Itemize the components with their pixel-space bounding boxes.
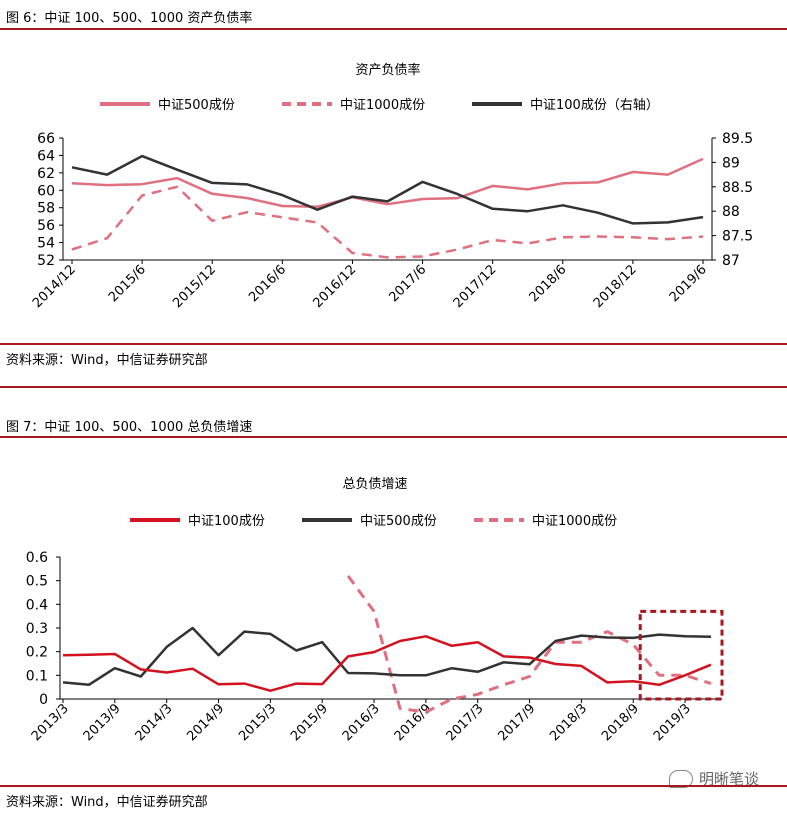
x-tick-label: 2019/3	[651, 701, 694, 744]
y-tick-label-left: 56	[37, 218, 55, 234]
x-tick-label: 2015/9	[288, 701, 331, 744]
x-tick-label: 2018/12	[591, 262, 640, 311]
legend-label-0: 中证100成份	[188, 514, 265, 529]
figure-6-bottom-rule	[0, 343, 787, 345]
series-line-zz500	[71, 157, 704, 209]
x-tick-label: 2018/9	[599, 701, 642, 744]
x-tick-label: 2014/9	[184, 701, 227, 744]
y-tick-label-left: 60	[37, 183, 55, 199]
figure-7-bottom-rule	[0, 785, 787, 787]
y-tick-label-left: 54	[37, 236, 55, 252]
series-line-zz100	[62, 635, 712, 692]
y-tick-label: 0.1	[26, 668, 48, 684]
y-tick-label-right: 89	[722, 155, 740, 171]
y-tick-label: 0.5	[26, 574, 48, 590]
x-tick-label: 2016/9	[392, 701, 435, 744]
x-tick-label: 2018/3	[547, 701, 590, 744]
y-tick-label-right: 88.5	[722, 180, 753, 196]
y-tick-label-left: 52	[37, 253, 55, 269]
legend-label-1: 中证500成份	[360, 514, 437, 529]
y-tick-label: 0.6	[26, 550, 48, 566]
series-line-zz100	[71, 154, 704, 225]
series-line-zz1000	[71, 185, 704, 259]
figure-6-end-rule	[0, 386, 787, 388]
x-tick-label: 2014/3	[133, 701, 176, 744]
x-tick-label: 2015/12	[170, 262, 219, 311]
series-line-zz1000	[346, 575, 712, 714]
chart-title: 总负债增速	[342, 477, 407, 492]
legend-label-2: 中证100成份（右轴）	[530, 98, 659, 113]
y-tick-label-left: 66	[37, 131, 55, 147]
watermark: 明晰笔谈	[668, 768, 759, 789]
figure-6-top-rule	[0, 28, 787, 30]
y-tick-label: 0	[39, 692, 48, 708]
legend-label-2: 中证1000成份	[532, 514, 617, 529]
x-tick-label: 2016/12	[310, 262, 359, 311]
figure-7-caption: 图 7：中证 100、500、1000 总负债增速	[6, 420, 253, 435]
figure-6-source: 资料来源：Wind，中信证券研究部	[6, 353, 208, 368]
y-tick-label-left: 64	[37, 148, 55, 164]
x-tick-label: 2014/12	[30, 262, 79, 311]
y-tick-label-left: 62	[37, 166, 55, 182]
y-tick-label: 0.2	[26, 645, 48, 661]
x-tick-label: 2019/6	[667, 262, 710, 305]
x-tick-label: 2017/12	[451, 262, 500, 311]
legend-label-1: 中证1000成份	[340, 98, 425, 113]
x-tick-label: 2017/6	[386, 262, 429, 305]
x-tick-label: 2015/6	[106, 262, 149, 305]
x-tick-label: 2018/6	[527, 262, 570, 305]
x-tick-label: 2017/3	[444, 701, 487, 744]
chart-title: 资产负债率	[355, 62, 420, 78]
figure-7-source: 资料来源：Wind，中信证券研究部	[6, 795, 208, 810]
y-tick-label-right: 87	[722, 253, 740, 269]
watermark-text: 明晰笔谈	[698, 770, 759, 788]
series-line-zz500	[62, 626, 712, 687]
y-tick-label-right: 87.5	[722, 229, 753, 245]
x-tick-label: 2017/9	[495, 701, 538, 744]
chat-bubble-icon	[668, 769, 693, 788]
figure-7-top-rule	[0, 436, 787, 438]
y-tick-label-left: 58	[37, 201, 55, 217]
y-tick-label: 0.4	[26, 597, 48, 613]
x-tick-label: 2013/3	[29, 701, 72, 744]
y-tick-label: 0.3	[26, 621, 48, 637]
x-tick-label: 2016/3	[340, 701, 383, 744]
highlight-box	[638, 609, 724, 701]
legend-label-0: 中证500成份	[158, 98, 235, 113]
x-tick-label: 2016/6	[246, 262, 289, 305]
x-tick-label: 2013/9	[81, 701, 124, 744]
figure-6-caption: 图 6：中证 100、500、1000 资产负债率	[6, 11, 253, 26]
y-tick-label-right: 88	[722, 204, 740, 220]
x-tick-label: 2015/3	[236, 701, 279, 744]
y-tick-label-right: 89.5	[722, 131, 753, 147]
